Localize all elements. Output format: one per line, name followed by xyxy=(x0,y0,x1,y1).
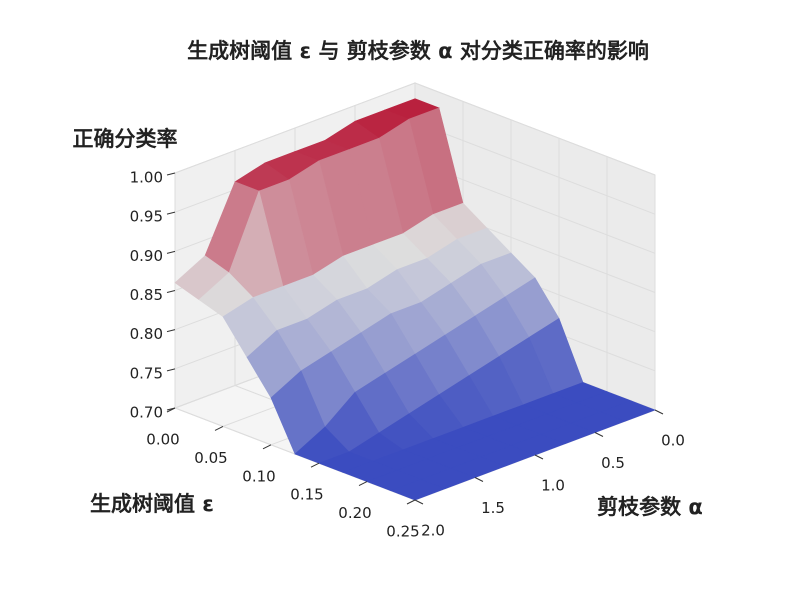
x-axis-label: 生成树阈值 ε xyxy=(90,492,214,516)
tick-mark xyxy=(166,250,176,254)
y-tick-label: 1.5 xyxy=(481,499,505,517)
x-tick-label: 0.25 xyxy=(386,523,419,541)
tick-mark xyxy=(534,454,544,460)
tick-mark xyxy=(310,462,320,468)
tick-mark xyxy=(166,290,176,293)
x-tick-label: 0.20 xyxy=(338,504,371,522)
y-tick-label: 1.0 xyxy=(541,477,565,495)
z-tick-label: 0.95 xyxy=(130,208,163,226)
tick-mark xyxy=(474,477,484,482)
chart-title: 生成树阈值 ε 与 剪枝参数 α 对分类正确率的影响 xyxy=(187,39,649,63)
z-axis-label: 正确分类率 xyxy=(73,127,178,151)
x-tick-label: 0.00 xyxy=(146,431,179,449)
z-tick-label: 0.90 xyxy=(130,247,163,265)
y-tick-label: 2.0 xyxy=(421,522,445,540)
tick-mark xyxy=(594,432,604,437)
z-tick-label: 0.85 xyxy=(130,286,163,304)
tick-mark xyxy=(262,444,272,450)
y-tick-label: 0.0 xyxy=(661,432,685,450)
tick-mark xyxy=(166,211,176,215)
grid-line xyxy=(174,82,416,174)
grid-line xyxy=(414,121,656,215)
z-tick-label: 0.70 xyxy=(130,404,163,422)
y-axis-label: 剪枝参数 α xyxy=(597,495,703,519)
tick-mark xyxy=(214,425,224,431)
tick-mark xyxy=(166,329,176,333)
y-tick-label: 0.5 xyxy=(601,454,625,472)
x-tick-label: 0.10 xyxy=(242,467,275,485)
tick-mark xyxy=(166,172,176,176)
z-tick-label: 0.80 xyxy=(130,325,163,343)
z-tick-label: 0.75 xyxy=(130,364,163,382)
tick-mark xyxy=(414,499,424,505)
tick-mark xyxy=(406,499,416,505)
z-tick-label: 1.00 xyxy=(130,169,163,187)
tick-mark xyxy=(358,481,368,487)
tick-mark xyxy=(654,409,664,415)
grid-line xyxy=(414,82,656,176)
tick-mark xyxy=(166,407,176,411)
x-tick-label: 0.15 xyxy=(290,486,323,504)
tick-mark xyxy=(166,368,176,372)
x-tick-label: 0.05 xyxy=(194,449,227,467)
